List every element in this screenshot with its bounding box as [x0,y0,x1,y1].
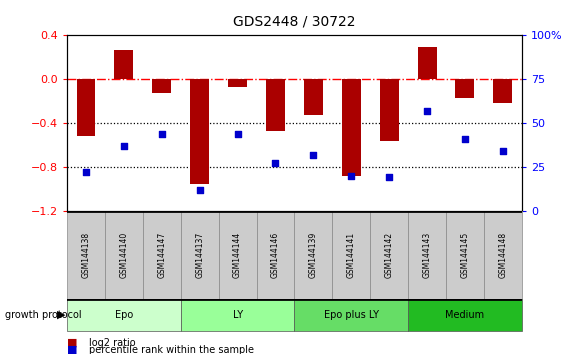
Text: GSM144147: GSM144147 [157,232,166,278]
Bar [294,299,408,331]
Bar [446,211,484,299]
Bar [152,79,171,93]
Text: Medium: Medium [445,310,484,320]
Bar [114,50,134,79]
Bar [294,211,332,299]
Text: percentile rank within the sample: percentile rank within the sample [89,345,254,354]
Point [271,160,280,166]
Text: ■: ■ [67,338,78,348]
Bar [76,79,96,136]
Bar [484,211,522,299]
Bar [408,211,446,299]
Text: GSM144141: GSM144141 [347,232,356,278]
Text: LY: LY [233,310,243,320]
Text: GSM144140: GSM144140 [120,232,128,278]
Bar [257,211,294,299]
Bar [304,79,323,115]
Text: GSM144138: GSM144138 [82,232,90,278]
Bar [493,79,512,103]
Point [157,131,167,136]
Bar [181,211,219,299]
Bar [190,79,209,184]
Bar [266,79,285,131]
Point [346,173,356,178]
Text: GSM144139: GSM144139 [309,232,318,278]
Text: GSM144145: GSM144145 [461,232,469,278]
Point [498,148,507,154]
Bar [105,211,143,299]
Point [308,152,318,158]
Bar [67,299,181,331]
Text: growth protocol: growth protocol [5,310,81,320]
Bar [332,211,370,299]
Bar [370,211,408,299]
Bar [408,299,522,331]
Point [82,169,91,175]
Bar [228,79,247,87]
Bar [380,79,399,141]
Text: Epo plus LY: Epo plus LY [324,310,379,320]
Point [119,143,128,149]
Bar [342,79,361,176]
Point [233,131,243,136]
Text: GSM144137: GSM144137 [195,232,204,278]
Text: ■: ■ [67,345,78,354]
Bar [67,211,105,299]
Text: GDS2448 / 30722: GDS2448 / 30722 [233,14,356,28]
Text: GSM144143: GSM144143 [423,232,431,278]
Text: Epo: Epo [115,310,133,320]
Text: GSM144146: GSM144146 [271,232,280,278]
Bar [455,79,475,98]
Text: GSM144148: GSM144148 [498,232,507,278]
Point [195,187,205,193]
Bar [219,211,257,299]
Point [422,108,431,114]
Point [385,175,394,180]
Text: GSM144142: GSM144142 [385,232,394,278]
Bar [143,211,181,299]
Text: GSM144144: GSM144144 [233,232,242,278]
Text: log2 ratio: log2 ratio [89,338,136,348]
Bar [181,299,294,331]
Point [460,136,469,142]
Bar [417,47,437,79]
Text: ▶: ▶ [57,310,65,320]
